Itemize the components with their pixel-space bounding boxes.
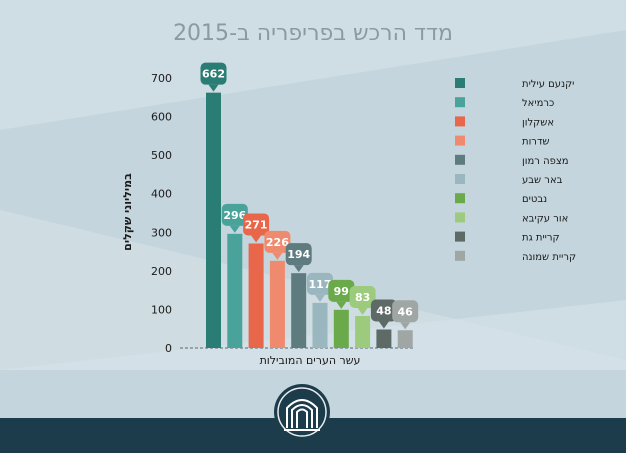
data-label: 117 — [307, 272, 333, 302]
legend-swatch — [455, 135, 465, 146]
legend-item: נבטים — [455, 193, 547, 205]
legend-swatch — [455, 116, 465, 127]
svg-text:99: 99 — [334, 285, 349, 298]
legend-item: שדרות — [455, 135, 550, 148]
x-axis-label: עשר הערים המובילות — [260, 354, 361, 367]
legend-swatch — [455, 97, 465, 108]
data-label: 271 — [243, 213, 270, 243]
y-axis-label: במיליוני שקלים — [121, 173, 134, 251]
svg-text:מצפה רמון: מצפה רמון — [522, 156, 569, 167]
svg-text:48: 48 — [376, 304, 391, 317]
svg-text:662: 662 — [202, 68, 225, 81]
bar — [291, 273, 307, 348]
data-label: 99 — [328, 279, 355, 309]
legend-swatch — [455, 78, 465, 88]
y-tick-label: 300 — [151, 226, 172, 239]
bars — [206, 92, 413, 349]
legend-swatch — [455, 250, 465, 261]
legend-item: אשקלון — [455, 116, 554, 128]
legend-item: באר שבע — [455, 174, 563, 186]
bar — [206, 92, 221, 349]
svg-text:271: 271 — [245, 218, 268, 231]
svg-text:באר שבע: באר שבע — [522, 175, 563, 186]
svg-text:קריית שמונה: קריית שמונה — [522, 252, 576, 263]
y-tick-label: 0 — [165, 342, 172, 355]
data-label: 662 — [200, 62, 227, 92]
svg-text:אור עקיבא: אור עקיבא — [522, 213, 568, 224]
bar — [312, 302, 328, 348]
svg-text:אשקלון: אשקלון — [522, 117, 554, 128]
svg-text:46: 46 — [398, 305, 414, 318]
bar — [376, 329, 392, 348]
data-label: 46 — [392, 300, 419, 330]
svg-text:83: 83 — [355, 291, 370, 304]
legend-item: קריית שמונה — [455, 250, 576, 263]
bar — [248, 243, 264, 348]
data-label: 83 — [349, 285, 376, 315]
svg-text:194: 194 — [287, 248, 310, 261]
y-tick-label: 200 — [151, 265, 172, 278]
data-label: 48 — [370, 299, 397, 329]
legend-item: אור עקיבא — [455, 212, 568, 224]
svg-text:קריית גת: קריית גת — [522, 233, 560, 244]
stylized-building-emblem-icon — [274, 384, 330, 440]
bar — [227, 233, 243, 348]
y-tick-label: 700 — [151, 72, 172, 85]
svg-text:226: 226 — [266, 236, 289, 249]
legend-item: מצפה רמון — [455, 154, 569, 167]
legend-item: יקנעם עילית — [455, 78, 574, 90]
legend-swatch — [455, 193, 465, 204]
svg-text:כרמיאל: כרמיאל — [522, 98, 554, 109]
svg-text:117: 117 — [309, 278, 332, 291]
legend-swatch — [455, 174, 465, 184]
bar — [397, 330, 413, 348]
legend-swatch — [455, 231, 465, 242]
legend-item: קריית גת — [455, 231, 560, 244]
y-tick-label: 100 — [151, 303, 172, 316]
y-tick-label: 500 — [151, 149, 172, 162]
data-label: 194 — [285, 243, 312, 273]
y-tick-label: 600 — [151, 111, 172, 124]
svg-text:296: 296 — [223, 209, 246, 222]
svg-text:שדרות: שדרות — [522, 137, 550, 148]
y-axis-ticks: 0 100 200 300 400 500 600 700 — [151, 72, 172, 355]
legend: יקנעם עילית כרמיאל אשקלון שדרות מצפה רמון באר… — [455, 78, 576, 263]
svg-text:יקנעם עילית: יקנעם עילית — [522, 79, 574, 90]
bar — [269, 260, 285, 348]
data-label: 296 — [221, 203, 248, 233]
legend-swatch — [455, 212, 465, 223]
legend-item: כרמיאל — [455, 97, 554, 109]
bar — [355, 315, 371, 348]
y-tick-label: 400 — [151, 188, 172, 201]
bar — [333, 309, 349, 348]
svg-text:נבטים: נבטים — [522, 194, 547, 205]
data-label: 226 — [264, 230, 291, 260]
chart-title: מדד הרכש בפריפריה ב-2015 — [173, 21, 453, 46]
legend-swatch — [455, 154, 465, 165]
